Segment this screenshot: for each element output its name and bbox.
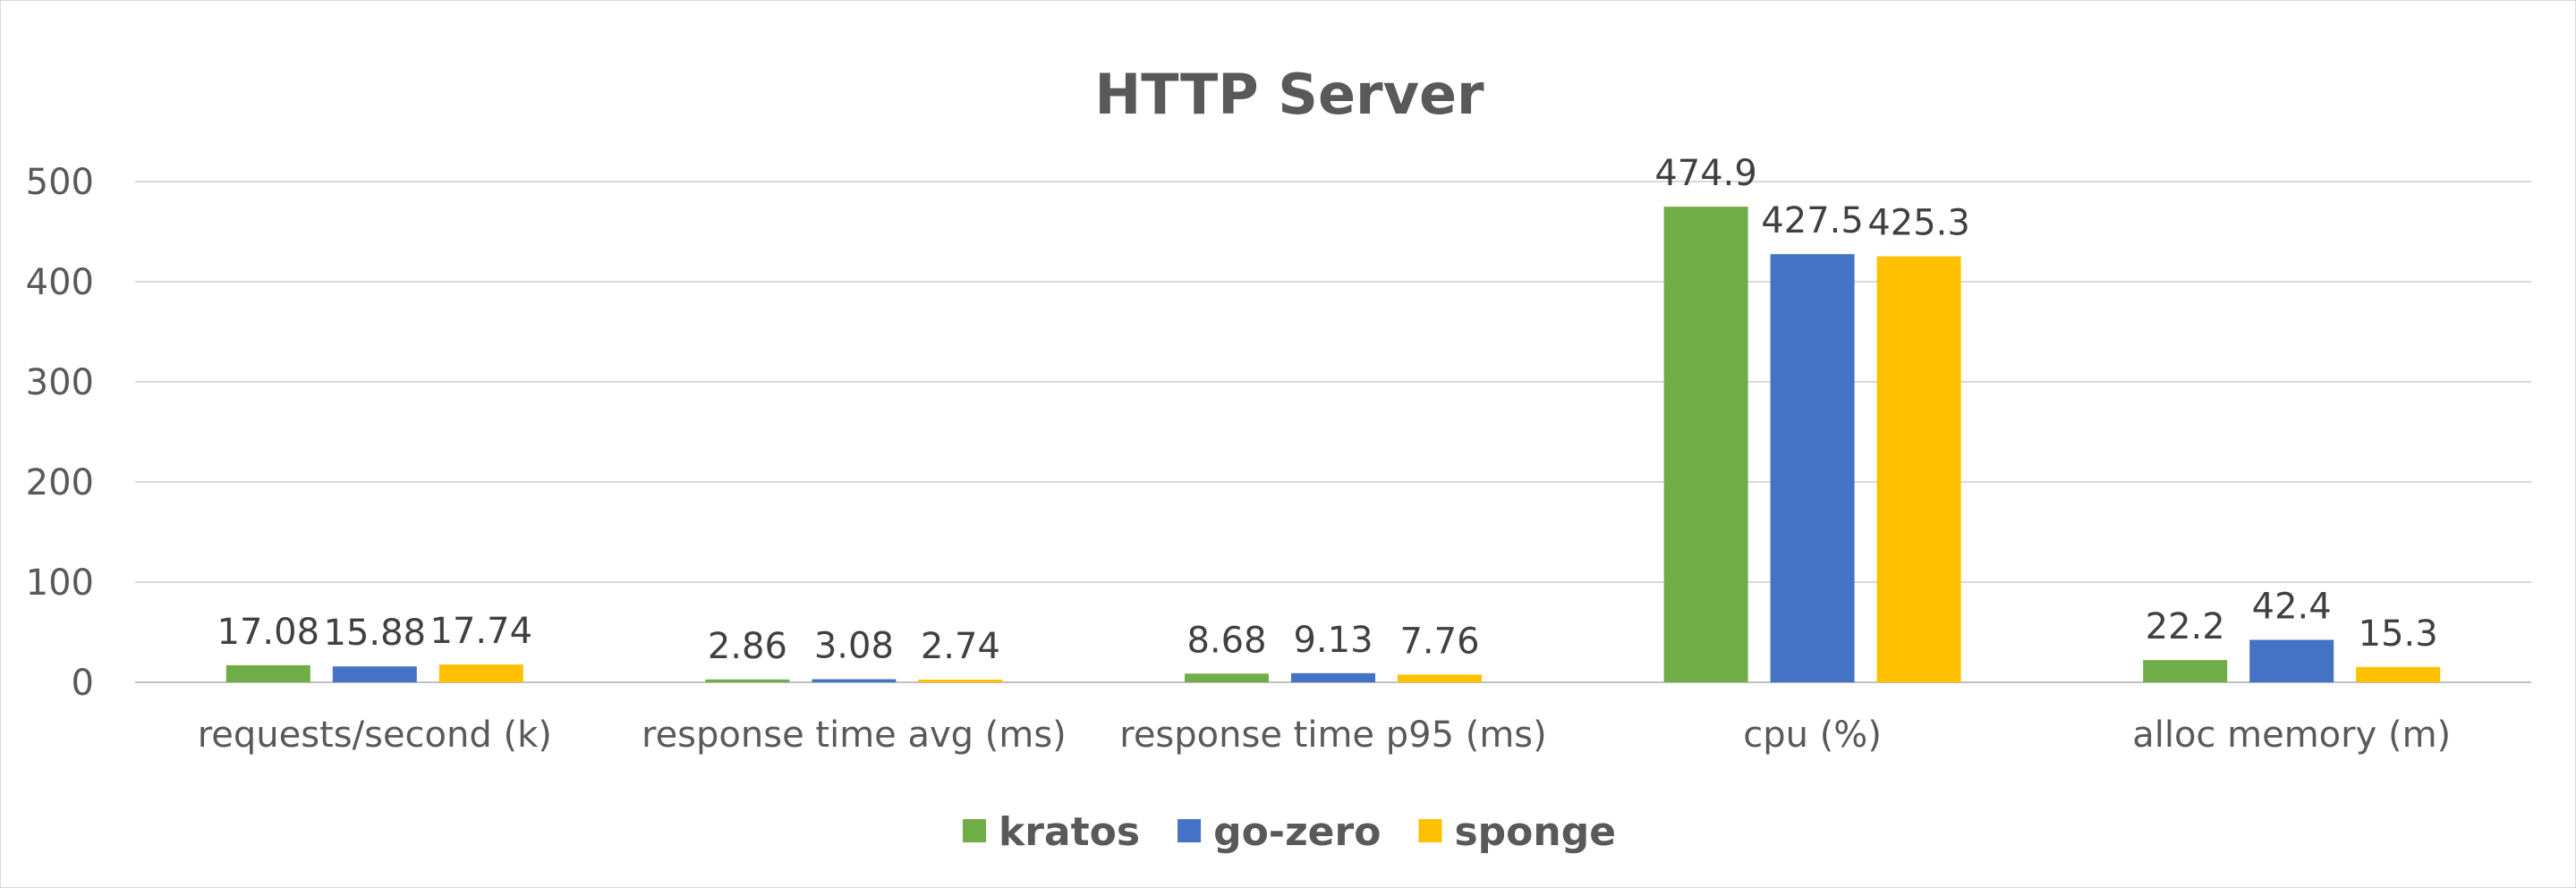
y-tick-label: 100 [26,562,94,604]
legend-label: go-zero [1213,809,1381,855]
legend: kratos go-zero sponge [962,809,1616,855]
y-tick-label: 0 [72,663,94,704]
data-label: 17.74 [430,611,533,652]
data-labels: 17.08 15.88 17.74 2.86 3.08 2.74 8.68 9.13 7.76 4… [217,153,2438,667]
data-label: 8.68 [1186,620,1266,661]
bar-go-zero [1291,672,1375,682]
data-label: 17.08 [217,612,320,653]
bars [225,207,2441,682]
y-axis-ticks: 0 100 200 300 400 500 [26,162,94,704]
data-label: 42.4 [2252,587,2332,628]
bar-go-zero [1770,254,1855,682]
bar-go-zero [812,679,897,682]
data-label: 427.5 [1761,200,1864,241]
category-label: alloc memory (m) [2132,715,2451,756]
bar-sponge [2356,666,2441,682]
y-tick-label: 400 [26,262,94,303]
data-label: 15.88 [324,613,427,654]
data-label: 7.76 [1399,621,1479,662]
bar-sponge [918,679,1003,682]
bar-go-zero [2249,639,2334,682]
y-tick-label: 200 [26,462,94,503]
category-label: response time avg (ms) [642,715,1067,756]
data-label: 2.74 [921,626,1000,667]
chart-title: HTTP Server [1094,62,1484,127]
data-label: 2.86 [708,626,787,667]
legend-label: sponge [1454,809,1616,855]
category-label: response time p95 (ms) [1119,715,1547,756]
data-label: 474.9 [1654,153,1757,194]
bar-kratos [1663,207,1748,682]
x-axis-categories: requests/second (k) response time avg (ms… [198,715,2451,756]
data-label: 15.3 [2359,613,2438,655]
gridlines [135,181,2531,683]
bar-kratos [705,679,790,682]
legend-label: kratos [999,809,1140,855]
bar-kratos [2143,660,2228,682]
category-label: requests/second (k) [198,715,552,756]
bar-kratos [1185,673,1269,682]
category-label: cpu (%) [1743,715,1882,756]
legend-swatch-go-zero [1177,819,1202,842]
bar-sponge [438,664,523,682]
bar-sponge [1398,674,1482,682]
bar-kratos [225,664,310,682]
y-tick-label: 500 [26,162,94,203]
y-tick-label: 300 [26,362,94,403]
bar-sponge [1876,256,1961,682]
data-label: 22.2 [2146,606,2225,647]
legend-swatch-sponge [1418,819,1442,842]
data-label: 9.13 [1293,620,1373,661]
legend-swatch-kratos [962,819,986,842]
bar-go-zero [332,666,417,682]
data-label: 425.3 [1867,203,1970,244]
data-label: 3.08 [814,626,894,667]
